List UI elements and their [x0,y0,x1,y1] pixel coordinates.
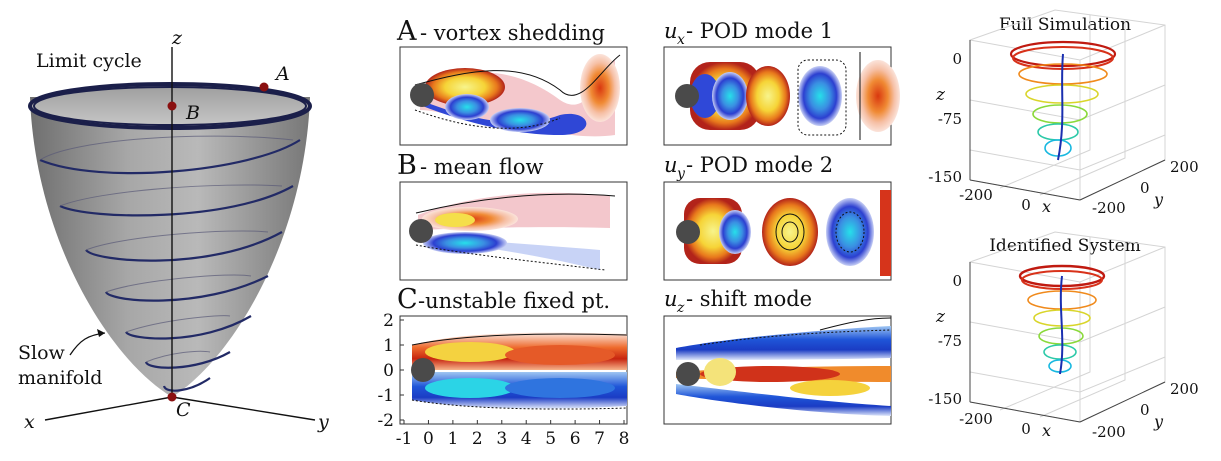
point-b-marker [167,101,177,111]
limit-cycle-label: Limit cycle [36,50,142,72]
panel-c-x-ticks: -1 0 1 2 3 4 5 6 7 8 [396,420,630,449]
panel-c-y-tick: 1 [383,336,394,356]
full-sim-y-tick-0: 200 [1170,158,1199,176]
panel-c-x-tick: 6 [570,429,581,449]
identified-z-tick-0: 0 [952,272,962,290]
mode-ux-title: - POD mode 1 [686,19,833,43]
full-sim-x-tick-0: -200 [959,186,993,204]
point-c-marker [167,392,177,402]
panel-b-title: - mean flow [420,155,543,179]
panel-c-x-tick: -1 [396,429,413,449]
panel-c-title: -unstable fixed pt. [418,289,610,313]
mode-uy-title: - POD mode 2 [686,153,833,177]
panel-c-y-tick: 2 [383,311,394,331]
panel-b-letter: B [397,150,417,181]
panel-c-x-tick: 0 [423,429,434,449]
limit-cycle-orbit [33,86,307,126]
panel-c-x-tick: 3 [496,429,507,449]
hidden-spiral-back [39,135,294,363]
panel-c-x-tick: 4 [521,429,532,449]
y-axis [171,396,316,421]
panel-c-y-tick: 0 [383,361,394,381]
point-a-label: A [274,63,290,85]
identified-title: Identified System [989,236,1141,256]
mode-uy-subscript: y [676,166,686,182]
panel-c-letter: C [397,284,418,315]
full-sim-z-tick-2: -150 [928,168,962,186]
mode-uz-symbol: u [664,287,678,311]
identified-x-tick-1: 0 [1021,420,1031,438]
identified-z-label: z [935,307,946,327]
identified-x-tick-0: -200 [959,410,993,428]
y-axis-label: y [317,411,329,433]
identified-z-tick-2: -150 [928,390,962,408]
full-sim-z-tick-0: 0 [952,50,962,68]
spiral-trajectory [39,139,301,392]
flow-panel-a: A - vortex shedding [396,16,628,146]
paraboloid-panel: Limit cycle Slow manifold z x y A B C [18,27,329,433]
mode-ux-symbol: u [664,19,678,43]
panel-c-y-tick: -1 [377,386,394,406]
full-sim-x-label: x [1042,197,1051,216]
panel-c-y-tick: -2 [377,411,394,431]
slow-manifold-label-1: Slow [18,342,66,364]
identified-y-tick-0: 200 [1170,380,1199,398]
z-axis-label: z [171,27,183,49]
panel-c-x-tick: 2 [472,429,483,449]
mode-uy-symbol: u [664,153,678,177]
identified-y-tick-2: -200 [1092,423,1126,441]
x-axis [44,396,173,421]
panel-c-x-tick: 8 [619,429,630,449]
identified-y-label: y [1153,412,1164,431]
full-sim-x-tick-1: 0 [1021,196,1031,214]
identified-box [969,231,1166,423]
mode-uz-subscript: z [676,300,685,316]
full-sim-y-tick-2: -200 [1092,199,1126,217]
point-a-marker [259,82,269,92]
full-sim-z-tick-1: -75 [938,110,962,128]
point-b-label: B [185,102,200,124]
full-simulation-plot: Full Simulation z 0 -75 -150 -200 0 x 20… [928,9,1199,217]
full-sim-y-tick-1: 0 [1140,179,1150,197]
full-sim-y-label: y [1153,190,1164,209]
flow-panel-c: C -unstable fixed pt. 210-1-2 -1 0 1 2 3 4 5 6 7… [377,284,629,449]
x-axis-label: x [24,411,35,433]
panel-c-x-tick: 7 [594,429,605,449]
panel-a-title: - vortex shedding [420,21,605,45]
full-sim-z-label: z [935,85,946,105]
identified-system-plot: Identified System z 0 -75 -150 -200 0 x … [928,231,1199,441]
mode-panel-uy: u y - POD mode 2 [663,153,892,281]
panel-c-y-ticks: 2 1 0 -1 -2 [377,311,404,431]
mode-panel-ux: u x - POD mode 1 [663,19,900,146]
identified-y-tick-1: 0 [1140,401,1150,419]
slow-manifold-label-2: manifold [18,367,102,389]
mode-uz-title: - shift mode [686,287,812,311]
flow-panel-b: B - mean flow [397,150,628,281]
point-c-label: C [176,399,191,421]
identified-x-label: x [1042,421,1051,440]
panel-a-letter: A [396,16,417,47]
panel-c-x-tick: 5 [545,429,556,449]
mode-ux-subscript: x [677,32,685,48]
identified-z-tick-1: -75 [938,332,962,350]
panel-c-x-tick: 1 [447,429,458,449]
mode-panel-uz: u z - shift mode [663,287,892,425]
full-sim-title: Full Simulation [999,15,1131,35]
